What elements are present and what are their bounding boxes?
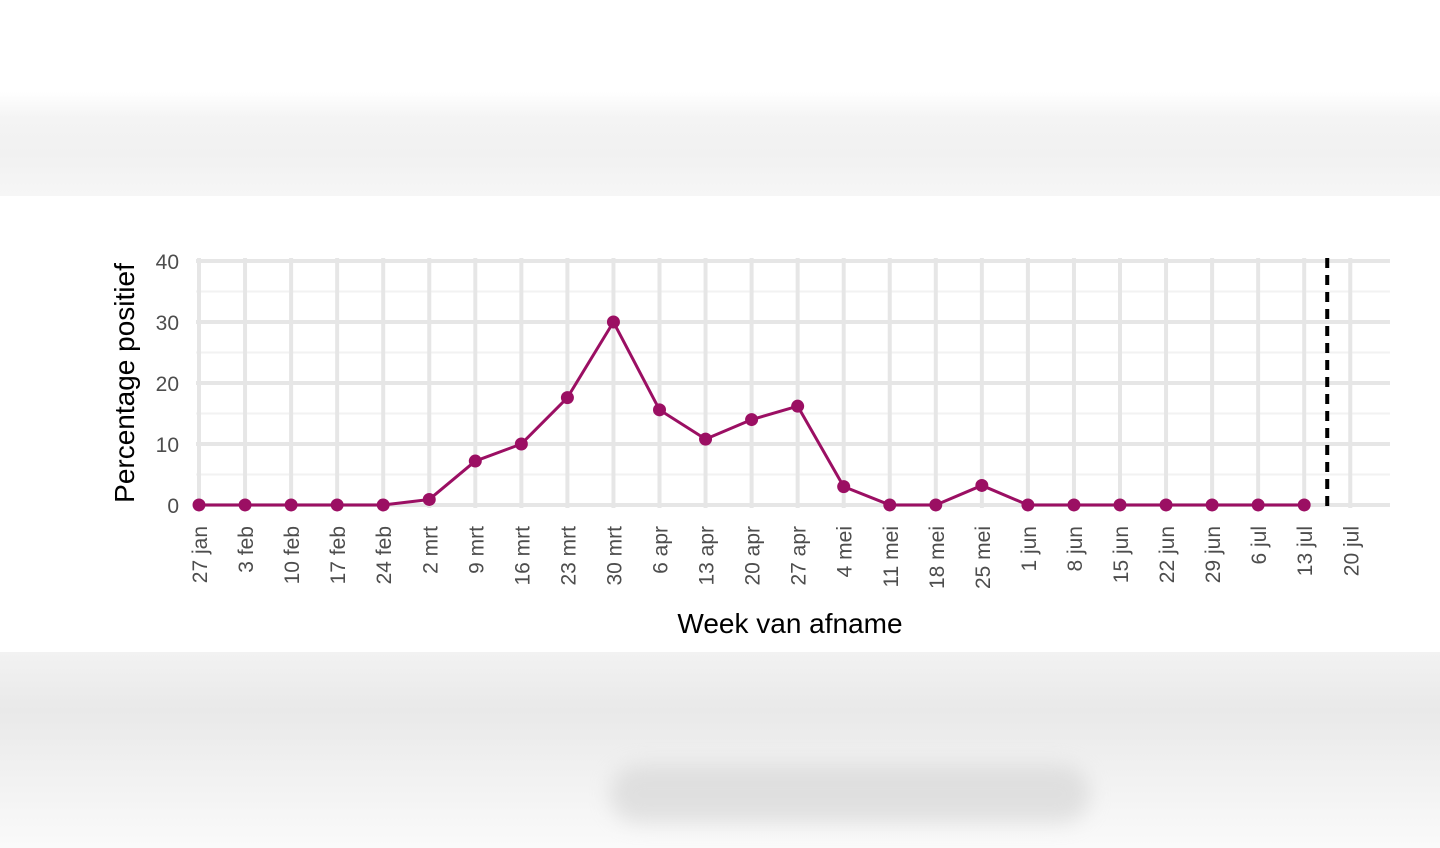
- x-tick-label: 2 mrt: [419, 526, 442, 574]
- data-point: [560, 391, 574, 405]
- x-tick-label: 10 feb: [281, 526, 304, 584]
- x-tick-label: 27 apr: [788, 526, 811, 586]
- x-tick-label: 20 apr: [742, 526, 765, 586]
- x-axis-title: Week van afname: [677, 608, 902, 639]
- x-tick-label: 4 mei: [834, 526, 857, 577]
- y-tick-label: 40: [156, 251, 179, 274]
- data-point: [929, 498, 943, 512]
- x-tick-label: 15 jun: [1110, 526, 1133, 583]
- x-tick-label: 20 jul: [1340, 526, 1363, 576]
- data-point: [837, 480, 851, 494]
- data-point: [284, 498, 298, 512]
- x-tick-label: 6 jul: [1248, 526, 1271, 565]
- data-point: [699, 432, 713, 446]
- data-point: [1067, 498, 1081, 512]
- data-point: [1159, 498, 1173, 512]
- x-tick-label: 3 feb: [235, 526, 258, 573]
- data-point: [606, 315, 620, 329]
- blurred-background-top: [0, 92, 1440, 196]
- data-point: [1251, 498, 1265, 512]
- data-point: [238, 498, 252, 512]
- x-tick-label: 30 mrt: [603, 526, 626, 586]
- y-tick-label: 0: [167, 495, 179, 518]
- x-tick-label: 13 apr: [696, 526, 719, 586]
- data-point: [745, 413, 759, 427]
- x-tick-label: 29 jun: [1202, 526, 1225, 583]
- y-axis-title: Percentage positief: [109, 263, 140, 503]
- x-tick-label: 13 jul: [1294, 526, 1317, 576]
- chart-card: 0 10 20 30 40 27 jan 3 feb 10 feb 17 feb 24 feb 2 …: [0, 196, 1440, 652]
- x-tick-label: 23 mrt: [557, 526, 580, 586]
- x-tick-label: 18 mei: [926, 526, 949, 589]
- x-tick-label: 9 mrt: [465, 526, 488, 574]
- data-point: [1297, 498, 1311, 512]
- x-tick-label: 25 mei: [972, 526, 995, 589]
- data-point: [883, 498, 897, 512]
- x-tick-label: 1 jun: [1018, 526, 1041, 572]
- data-point: [422, 492, 436, 506]
- y-tick-label: 30: [156, 312, 179, 335]
- data-point: [1205, 498, 1219, 512]
- y-tick-label: 20: [156, 373, 179, 396]
- data-point: [514, 437, 528, 451]
- x-tick-label: 22 jun: [1156, 526, 1179, 583]
- x-tick-label: 16 mrt: [511, 526, 534, 586]
- line-chart: 0 10 20 30 40 27 jan 3 feb 10 feb 17 feb 24 feb 2 …: [109, 251, 1390, 639]
- y-tick-label: 10: [156, 434, 179, 457]
- data-point: [192, 498, 206, 512]
- x-tick-label: 17 feb: [327, 526, 350, 584]
- data-point: [975, 478, 989, 492]
- x-tick-label: 24 feb: [373, 526, 396, 584]
- data-point: [1113, 498, 1127, 512]
- data-point: [791, 399, 805, 413]
- data-point: [330, 498, 344, 512]
- data-point: [468, 454, 482, 468]
- x-tick-label: 11 mei: [880, 526, 903, 587]
- data-point: [653, 403, 666, 417]
- blurred-caption: [610, 765, 1090, 823]
- x-tick-label: 6 apr: [650, 526, 673, 574]
- x-tick-label: 8 jun: [1064, 526, 1087, 572]
- x-tick-label: 27 jan: [189, 526, 212, 583]
- data-point: [1021, 498, 1035, 512]
- data-point: [376, 498, 390, 512]
